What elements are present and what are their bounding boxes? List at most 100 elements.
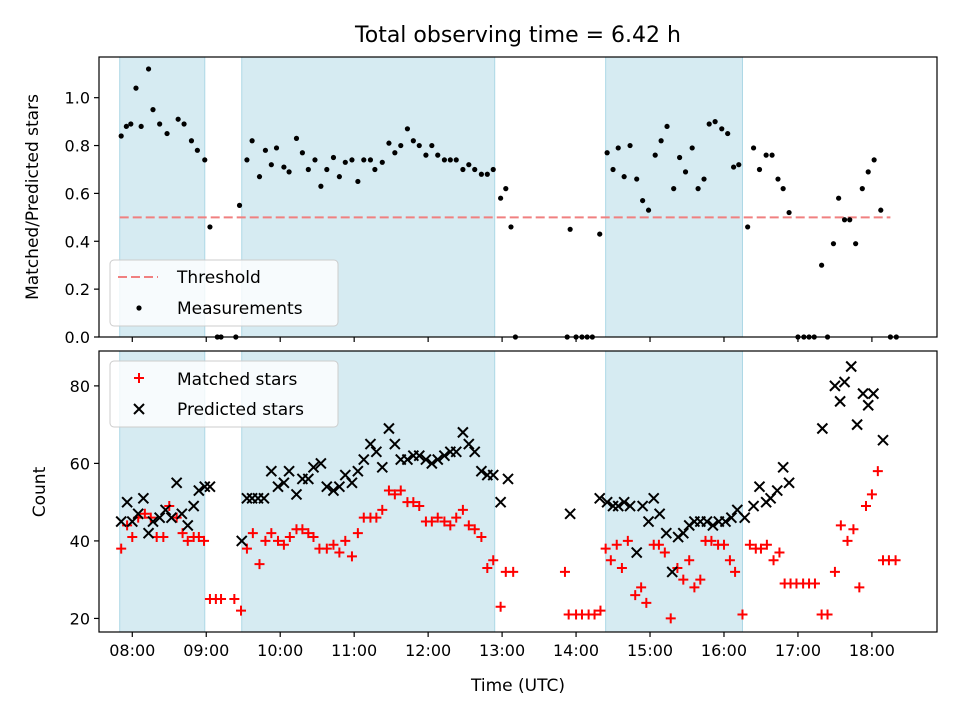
matched-star-point: [463, 520, 474, 531]
predicted-star-point: [601, 496, 613, 508]
measurement-point: [830, 241, 837, 247]
measurement-point: [145, 66, 152, 72]
measurement-point: [361, 157, 367, 163]
measurement-point: [664, 123, 670, 130]
predicted-star-point: [153, 511, 166, 524]
matched-star-point: [426, 516, 437, 527]
legend-matched-swatch: [134, 373, 144, 383]
x-tick-label: 09:00: [183, 641, 229, 660]
matched-star-point: [432, 512, 443, 523]
measurement-point: [379, 159, 385, 165]
matched-star-point: [724, 555, 735, 566]
legend-threshold-label: Threshold: [176, 268, 261, 288]
matched-star-point: [145, 512, 156, 523]
measurement-point: [682, 169, 689, 175]
axes-frame: [98, 56, 938, 338]
predicted-star-point: [463, 438, 475, 450]
matched-star-point: [665, 613, 676, 624]
measurement-point: [236, 202, 243, 208]
measurement-point: [157, 121, 163, 127]
measurement-point: [128, 121, 134, 127]
matched-star-point: [139, 508, 150, 519]
matched-star-point: [822, 609, 833, 620]
measurement-point: [336, 174, 342, 180]
matched-star-point: [706, 535, 717, 546]
predicted-star-point: [867, 387, 880, 400]
predicted-star-point: [132, 508, 144, 520]
predicted-star-point: [660, 527, 673, 539]
matched-star-point: [605, 555, 616, 566]
measurement-point: [671, 186, 677, 192]
predicted-star-point: [358, 453, 370, 466]
shaded-interval-2: [605, 56, 743, 338]
matched-star-point: [439, 516, 450, 527]
predicted-star-point: [469, 446, 481, 458]
predicted-star-point: [612, 500, 624, 512]
measurement-point: [508, 224, 514, 230]
chart-title: Total observing time = 6.42 h: [354, 23, 681, 48]
predicted-star-point: [389, 438, 401, 450]
measurement-point: [256, 174, 263, 180]
matched-star-point: [328, 539, 339, 550]
matched-star-point: [866, 489, 877, 500]
matched-star-point: [744, 539, 755, 550]
measurement-point: [878, 207, 884, 213]
matched-star-point: [216, 594, 227, 605]
matched-star-point: [254, 559, 265, 570]
measurement-point: [410, 138, 416, 144]
legend-top: Threshold Measurements: [109, 259, 339, 327]
measurement-point: [706, 121, 712, 127]
measurement-point: [404, 126, 411, 132]
matched-star-point: [641, 597, 652, 608]
matched-star-point: [383, 485, 394, 496]
measurement-point: [597, 231, 603, 237]
matched-star-point: [653, 539, 664, 550]
measurement-point: [634, 176, 640, 182]
measurement-point: [750, 145, 757, 151]
matched-star-point: [616, 563, 627, 574]
measurement-point: [836, 195, 842, 201]
measurement-point: [490, 166, 496, 173]
matched-star-point: [340, 535, 351, 546]
measurement-point: [853, 241, 859, 247]
predicted-star-point: [170, 477, 183, 489]
predicted-star-point: [636, 500, 649, 512]
predicted-star-point: [159, 504, 172, 516]
matched-star-point: [495, 601, 506, 612]
measurement-point: [745, 224, 751, 230]
measurement-point: [736, 162, 742, 168]
matched-star-point: [600, 543, 611, 554]
predicted-star-point: [648, 492, 660, 504]
predicted-star-point: [302, 473, 315, 485]
measurement-point: [719, 126, 725, 132]
measurement-point: [175, 116, 181, 122]
matched-star-point: [346, 551, 357, 562]
measurement-point: [731, 164, 737, 170]
measurement-point: [701, 176, 707, 182]
matched-star-point: [630, 590, 641, 601]
predicted-star-point: [182, 519, 194, 532]
matched-star-point: [334, 547, 345, 558]
matched-star-point: [689, 582, 700, 593]
predicted-star-point: [165, 511, 178, 524]
matched-star-point: [229, 594, 240, 605]
predicted-star-point: [594, 492, 606, 504]
predicted-star-point: [236, 535, 248, 547]
matched-star-point: [414, 501, 425, 512]
predicted-star-point: [370, 446, 383, 458]
predicted-star-point: [258, 492, 270, 504]
measurement-point: [453, 157, 459, 163]
predicted-star-point: [241, 492, 253, 504]
measurement-point: [865, 169, 871, 175]
legend-frame: [109, 360, 339, 428]
x-tick-label: 18:00: [849, 641, 895, 660]
predicted-star-point: [346, 477, 358, 489]
predicted-star-point: [457, 426, 469, 439]
matched-star-point: [559, 566, 570, 577]
predicted-star-point: [838, 376, 851, 388]
predicted-star-point: [677, 527, 690, 539]
measurement-point: [318, 183, 324, 189]
predicted-star-point: [187, 500, 200, 512]
predicted-star-point: [265, 465, 278, 477]
